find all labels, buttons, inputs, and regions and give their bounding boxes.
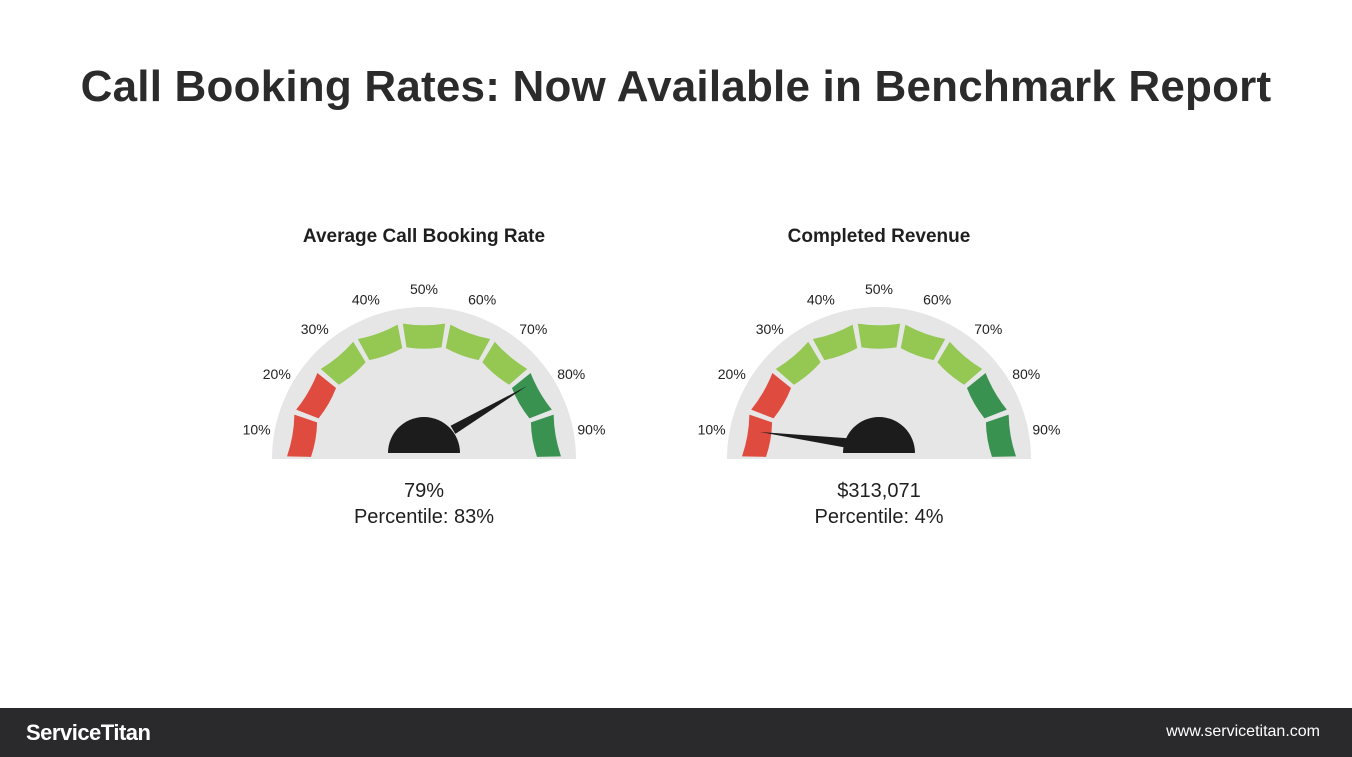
tick-label: 80% xyxy=(1012,366,1040,382)
dial-segment xyxy=(357,324,403,361)
tick-label: 20% xyxy=(718,366,746,382)
gauge-dial: 10% 20% 30% 40% 50% 60% 70% 80% 90% xyxy=(243,281,605,459)
gauge-value: $313,071 xyxy=(837,480,921,502)
dial-segment xyxy=(966,372,1007,419)
tick-label: 60% xyxy=(923,291,951,307)
footer-url[interactable]: www.servicetitan.com xyxy=(1166,723,1320,740)
tick-label: 70% xyxy=(519,321,547,337)
dial-segment xyxy=(287,414,318,457)
dial-segment xyxy=(775,341,821,385)
gauge-hub xyxy=(843,417,915,453)
dial-segment xyxy=(445,324,491,361)
gauge-percentile: Percentile: 4% xyxy=(814,506,944,528)
tick-label: 10% xyxy=(698,421,726,437)
tick-label: 80% xyxy=(557,366,585,382)
gauge-title: Completed Revenue xyxy=(787,226,971,247)
tick-label: 20% xyxy=(263,366,291,382)
call-booking-rate-gauge: Average Call Booking Rate 10% 20% 30% 40% 50… xyxy=(224,222,624,542)
dial-background xyxy=(272,307,576,459)
gauge-percentile: Percentile: 83% xyxy=(353,506,495,528)
gauge-value: 79% xyxy=(403,480,445,502)
dial-segment xyxy=(530,414,561,457)
dial-segment xyxy=(511,372,552,419)
tick-label: 90% xyxy=(1032,421,1060,437)
tick-label: 70% xyxy=(974,321,1002,337)
tick-label: 30% xyxy=(301,321,329,337)
dial-segment xyxy=(482,341,528,385)
dial-segment xyxy=(751,372,792,419)
tick-label: 60% xyxy=(468,291,496,307)
page-title: Call Booking Rates: Now Available in Ben… xyxy=(80,62,1272,111)
gauge-hub xyxy=(388,417,460,453)
dial-segment xyxy=(900,324,946,361)
dial-segment xyxy=(742,414,773,457)
dial-segment xyxy=(985,414,1016,457)
tick-label: 10% xyxy=(243,421,271,437)
dial-segment xyxy=(320,341,366,385)
tick-label: 50% xyxy=(865,281,893,297)
tick-label: 90% xyxy=(577,421,605,437)
gauge-needle xyxy=(450,385,528,434)
dial-segment xyxy=(857,323,901,349)
dial-segment xyxy=(296,372,337,419)
footer-bar: ServiceTitan www.servicetitan.com xyxy=(0,708,1352,757)
tick-label: 30% xyxy=(756,321,784,337)
dial-segment xyxy=(937,341,983,385)
dial-segment xyxy=(402,323,446,349)
tick-label: 50% xyxy=(410,281,438,297)
tick-label: 40% xyxy=(807,291,835,307)
tick-label: 40% xyxy=(352,291,380,307)
dial-segment xyxy=(812,324,858,361)
completed-revenue-gauge: Completed Revenue 10% 20% 30% 40% 50% 60% 70% 8… xyxy=(679,222,1079,542)
gauge-dial: 10% 20% 30% 40% 50% 60% 70% 80% 90% xyxy=(698,281,1060,459)
dial-background xyxy=(727,307,1031,459)
servicetitan-logo: ServiceTitan xyxy=(26,720,151,745)
gauge-title: Average Call Booking Rate xyxy=(302,226,546,247)
gauge-needle xyxy=(759,431,847,448)
